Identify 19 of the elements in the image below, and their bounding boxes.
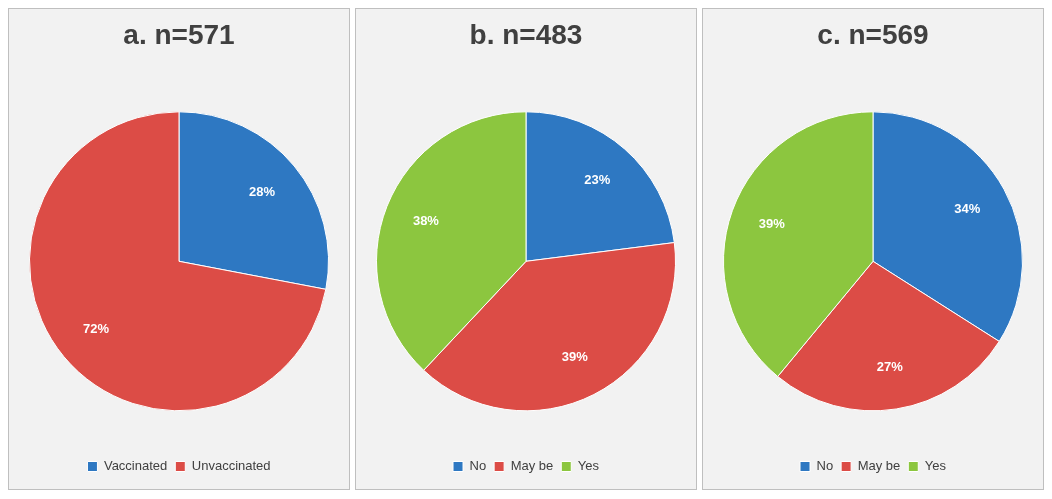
data-label: 34% [954, 201, 981, 217]
chart-title: b. n=483 [469, 18, 583, 50]
data-label: 28% [248, 184, 276, 200]
legend-label: May be [510, 458, 554, 474]
legend-label: Yes [577, 458, 600, 474]
legend-label: Unvaccinated [191, 458, 271, 474]
legend-label: Yes [924, 458, 947, 474]
data-label: 39% [561, 348, 589, 364]
legend-label: Vaccinated [103, 458, 168, 474]
data-label: 39% [758, 216, 786, 232]
chart-title: c. n=569 [817, 18, 929, 50]
data-label: 38% [412, 213, 440, 229]
data-label: 72% [83, 321, 110, 337]
legend-label: No [469, 458, 487, 474]
data-label: 23% [584, 172, 611, 188]
legend-label: No [816, 458, 834, 474]
data-label: 27% [876, 359, 904, 375]
legend-label: May be [857, 458, 901, 474]
chart-title: a. n=571 [123, 18, 235, 50]
